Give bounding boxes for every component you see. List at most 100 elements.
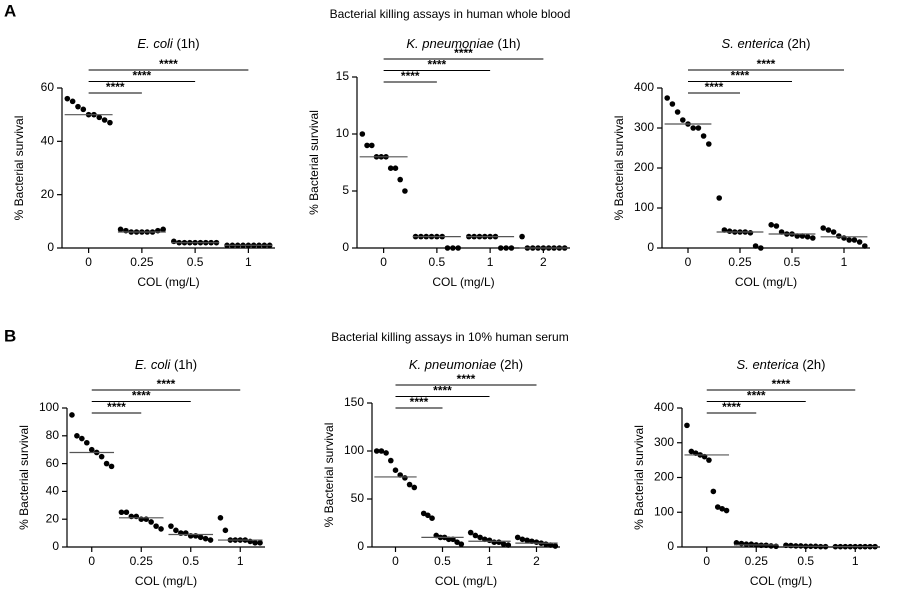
data-point	[716, 195, 722, 201]
x-tick-label: 0.25	[728, 255, 752, 269]
data-point	[74, 433, 80, 439]
y-tick-label: 0	[342, 240, 349, 254]
data-point	[856, 239, 863, 245]
panel-label: A	[4, 1, 16, 20]
y-tick-label: 0	[647, 240, 654, 254]
data-point	[799, 233, 806, 239]
data-point	[862, 243, 868, 249]
y-tick-label: 400	[634, 80, 654, 94]
data-point	[359, 131, 366, 137]
chart-title: S. enterica (2h)	[737, 357, 826, 372]
x-tick-label: 1	[487, 255, 494, 269]
data-point	[107, 119, 113, 126]
x-axis-label: COL (mg/L)	[750, 574, 812, 588]
y-tick-label: 100	[344, 443, 364, 457]
significance-label: ****	[401, 69, 420, 83]
data-point	[477, 534, 483, 541]
chart-title: E. coli (1h)	[135, 357, 197, 372]
significance-label: ****	[747, 389, 766, 403]
data-point	[810, 235, 816, 241]
x-tick-label: 0.5	[797, 554, 814, 568]
data-point	[202, 535, 209, 542]
data-point	[197, 534, 204, 541]
panel-label: B	[4, 326, 16, 345]
x-axis-label: COL (mg/L)	[135, 574, 197, 588]
significance-label: ****	[454, 46, 473, 60]
y-tick-label: 50	[351, 491, 365, 505]
data-point	[794, 233, 800, 239]
title-species: K. pneumoniae	[409, 357, 496, 372]
data-point	[688, 448, 695, 455]
data-point	[79, 435, 85, 442]
x-axis-label: COL (mg/L)	[137, 275, 199, 289]
y-tick-label: 300	[634, 120, 654, 134]
data-point	[444, 245, 451, 251]
data-point	[148, 519, 154, 525]
y-tick-label: 0	[52, 539, 59, 553]
x-axis-label: COL (mg/L)	[435, 574, 497, 588]
data-point	[388, 457, 394, 464]
significance-label: ****	[159, 57, 178, 71]
chart-title: K. pneumoniae (2h)	[409, 357, 523, 372]
y-axis-label: % Bacterial survival	[632, 425, 646, 530]
data-point	[743, 541, 750, 548]
data-point	[788, 542, 794, 549]
data-point	[680, 117, 686, 123]
x-tick-label: 1	[852, 554, 859, 568]
x-axis-label: COL (mg/L)	[432, 275, 494, 289]
y-tick-label: 20	[41, 187, 55, 201]
y-axis-label: % Bacterial survival	[17, 425, 31, 530]
data-point	[467, 529, 474, 536]
data-point	[747, 230, 754, 236]
data-point	[497, 245, 504, 251]
x-tick-label: 0	[685, 255, 692, 269]
x-tick-label: 0	[392, 554, 399, 568]
data-point	[425, 512, 431, 519]
y-tick-label: 40	[46, 484, 60, 498]
data-point	[84, 439, 90, 446]
data-point	[222, 527, 229, 534]
data-point	[719, 505, 725, 512]
data-point	[387, 165, 394, 171]
data-point	[383, 450, 389, 456]
data-point	[103, 460, 110, 467]
data-point	[392, 467, 399, 474]
significance-label: ****	[457, 372, 476, 386]
data-point	[458, 541, 465, 547]
x-tick-label: 0.25	[130, 554, 154, 568]
x-tick-label: 0.5	[429, 255, 446, 269]
data-point	[117, 226, 124, 233]
title-time: (2h)	[802, 357, 825, 372]
data-point	[101, 117, 108, 123]
data-point	[733, 540, 740, 546]
significance-label: ****	[757, 57, 776, 71]
x-tick-label: 0.5	[187, 255, 204, 269]
significance-label: ****	[433, 384, 452, 398]
data-point	[706, 141, 712, 147]
title-time: (2h)	[500, 357, 523, 372]
data-point	[364, 142, 370, 149]
data-point	[420, 510, 427, 517]
data-point	[160, 226, 166, 233]
data-point	[768, 222, 774, 228]
data-point	[123, 509, 130, 516]
significance-label: ****	[731, 69, 750, 83]
x-tick-label: 0.5	[784, 255, 801, 269]
significance-label: ****	[772, 377, 791, 391]
data-point	[508, 245, 515, 251]
data-point	[429, 515, 435, 521]
data-point	[752, 243, 759, 249]
data-point	[714, 504, 721, 510]
significance-label: ****	[132, 389, 151, 403]
data-point	[674, 109, 681, 115]
significance-label: ****	[133, 69, 152, 83]
title-time: (1h)	[176, 36, 199, 51]
y-tick-label: 5	[342, 183, 349, 197]
data-point	[830, 229, 837, 235]
y-axis-label: % Bacterial survival	[612, 116, 626, 221]
significance-label: ****	[157, 377, 176, 391]
data-point	[173, 527, 179, 534]
data-point	[373, 448, 380, 454]
x-tick-label: 0.25	[130, 255, 154, 269]
